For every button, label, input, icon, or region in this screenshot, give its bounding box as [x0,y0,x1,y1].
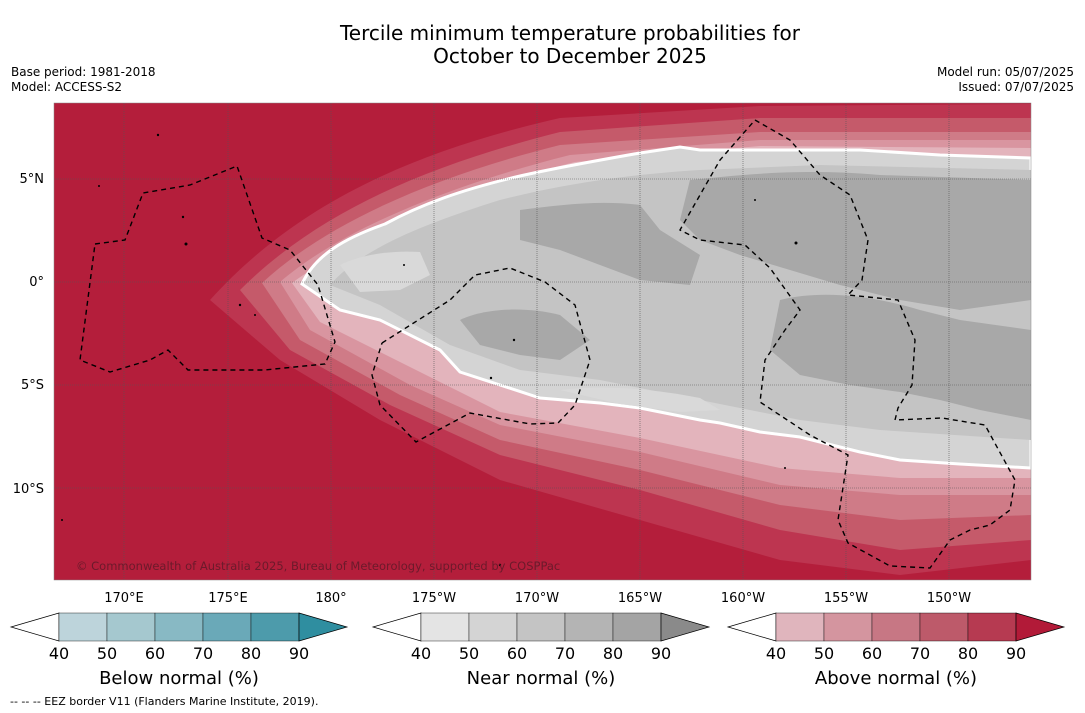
islands [61,133,798,567]
eez-borders [79,119,1016,569]
colorbar-below-extend-high [298,612,349,642]
colorbar-label-near: Near normal (%) [466,668,616,689]
near-normal-darker [330,165,1031,440]
colorbar-above-segment [919,612,969,642]
lon-label: 160°W [721,591,765,606]
map-title-line1: Tercile minimum temperature probabilitie… [339,21,801,45]
lon-label: 170°E [104,591,144,606]
colorbar-near-segment [612,612,662,642]
colorbar-near-segment [468,612,518,642]
colorbar-near-tick: 90 [651,644,671,663]
colorbar-above-tick: 40 [766,644,786,663]
lon-label: 165°W [618,591,662,606]
colorbar-label-above: Above normal (%) [814,668,978,689]
colorbar-below-segment [154,612,204,642]
model-name: Model: ACCESS-S2 [11,80,123,94]
colorbar-above-tick: 60 [862,644,882,663]
map-title-line2: October to December 2025 [433,44,707,68]
colorbar-below-segment [58,612,108,642]
lon-label: 175°E [208,591,248,606]
colorbar-label-below: Below normal (%) [99,668,259,689]
colorbar-above-segment [823,612,873,642]
colorbar-above-extend-low [726,612,777,642]
base-period: Base period: 1981-2018 [11,65,156,79]
colorbar-near-tick: 60 [507,644,527,663]
colorbar-above-tick: 90 [1006,644,1026,663]
colorbar-below-segment [106,612,156,642]
colorbar-below-segment [202,612,252,642]
eez-footnote: -- -- -- EEZ border V11 (Flanders Marine… [10,695,319,708]
lat-label: 5°N [20,172,45,187]
colorbar-below-tick: 70 [193,644,213,663]
lon-label: 170°W [515,591,559,606]
colorbars: 40 50 60 70 80 90 40 50 60 70 80 90 40 50 60 70 80 90 [9,612,1066,663]
colorbar-below-segment [250,612,300,642]
colorbar-above-segment [775,612,825,642]
colorbar-near-segment [564,612,614,642]
colorbar-near-segment [516,612,566,642]
map-title: Tercile minimum temperature probabilitie… [270,22,870,68]
issued-date: Issued: 07/07/2025 [958,80,1074,94]
lat-label: 10°S [13,482,44,497]
colorbar-near-tick: 80 [603,644,623,663]
colorbar-below-tick: 50 [97,644,117,663]
copyright-text: © Commonwealth of Australia 2025, Bureau… [76,559,560,573]
map-area[interactable]: © Commonwealth of Australia 2025, Bureau… [54,103,1031,580]
colorbar-above-extend-high [1015,612,1066,642]
colorbar-below-tick: 60 [145,644,165,663]
lon-labels: 170°E 175°E 180° 175°W 170°W 165°W 160°W… [104,591,971,606]
colorbar-near-segment [420,612,470,642]
model-run: Model run: 05/07/2025 [936,65,1074,79]
graticule [54,103,1031,580]
lat-labels: 5°N 0° 5°S 10°S [13,172,44,497]
colorbar-above-tick: 50 [814,644,834,663]
colorbar-above-tick: 70 [910,644,930,663]
lon-label: 155°W [824,591,868,606]
lat-label: 0° [29,275,44,290]
lat-label: 5°S [21,378,44,393]
colorbar-near-tick: 50 [459,644,479,663]
colorbar-below-tick: 80 [241,644,261,663]
colorbar-below-tick: 90 [289,644,309,663]
meta-right: Model run: 05/07/2025 Issued: 07/07/2025 [937,65,1074,95]
lon-label: 175°W [412,591,456,606]
colorbar-near-extend-high [660,612,711,642]
colorbar-near-extend-low [371,612,422,642]
meta-left: Base period: 1981-2018 Model: ACCESS-S2 [11,65,156,95]
colorbar-near-tick: 70 [555,644,575,663]
colorbar-below-tick: 40 [49,644,69,663]
colorbar-above-segment [967,612,1017,642]
lon-label: 150°W [927,591,971,606]
colorbar-above-tick: 80 [958,644,978,663]
lon-label: 180° [315,591,346,606]
colorbar-near-tick: 40 [411,644,431,663]
colorbar-below-extend-low [9,612,60,642]
colorbar-above-segment [871,612,921,642]
map-frame [53,102,1032,581]
